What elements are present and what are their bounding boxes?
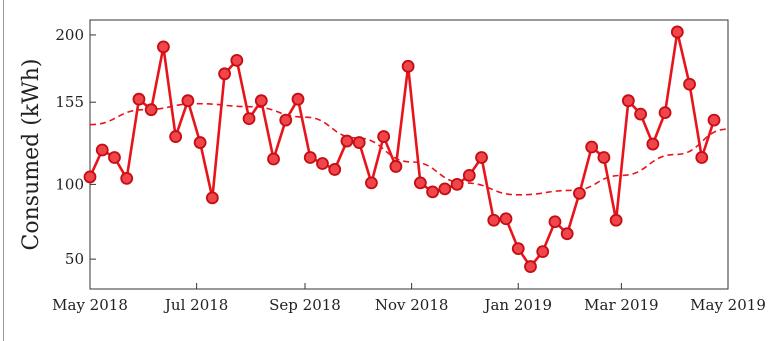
data-point — [83, 170, 97, 184]
x-tick-label: Nov 2018 — [375, 296, 449, 314]
data-point — [193, 136, 207, 149]
data-point — [242, 112, 256, 126]
data-point — [450, 177, 464, 191]
data-point — [548, 215, 562, 229]
trend-line — [89, 102, 729, 196]
data-point — [683, 77, 696, 91]
data-point — [328, 163, 342, 176]
x-tick-label: Sep 2018 — [269, 296, 341, 314]
data-point — [475, 151, 488, 164]
x-tick-label: Jul 2018 — [163, 296, 228, 314]
data-point — [389, 160, 403, 173]
data-point — [438, 182, 452, 196]
data-point — [609, 213, 623, 227]
data-point — [365, 176, 378, 190]
data-point — [144, 103, 158, 117]
data-point — [120, 172, 134, 185]
data-point — [218, 67, 231, 81]
data-point — [413, 176, 427, 190]
y-tick-label: 155 — [55, 93, 84, 111]
data-point — [169, 130, 183, 143]
data-point — [707, 113, 721, 127]
data-point — [597, 151, 611, 164]
x-tick-label: May 2018 — [52, 296, 128, 314]
y-axis-label: Consumed (kWh) — [19, 59, 44, 251]
data-point — [230, 53, 244, 67]
x-tick-label: Mar 2019 — [584, 296, 658, 314]
data-point — [695, 151, 709, 164]
y-tick-label: 200 — [55, 26, 84, 44]
data-point — [108, 151, 121, 164]
data-point — [560, 227, 574, 241]
data-point — [181, 94, 195, 108]
data-point — [634, 107, 648, 121]
data-point — [377, 130, 391, 143]
data-point — [462, 169, 476, 182]
data-point — [279, 113, 293, 127]
data-point — [254, 94, 268, 108]
data-point — [316, 157, 329, 170]
data-point — [426, 185, 439, 199]
data-point — [132, 92, 146, 106]
data-point — [95, 143, 109, 157]
page-left-divider — [3, 0, 4, 341]
data-point — [352, 136, 366, 149]
data-point — [536, 245, 550, 259]
y-tick-label: 50 — [65, 250, 84, 268]
data-point — [646, 137, 660, 151]
data-point — [658, 106, 672, 120]
consumption-line — [88, 30, 716, 268]
data-point — [670, 25, 684, 39]
data-point — [487, 213, 501, 227]
x-tick-label: May 2019 — [690, 296, 766, 314]
plot-area-frame — [89, 19, 729, 290]
data-point — [524, 260, 537, 273]
y-tick-label: 100 — [55, 175, 84, 193]
data-point — [585, 140, 599, 154]
x-tick-label: Jan 2019 — [482, 296, 552, 314]
data-point — [303, 151, 317, 164]
data-point — [621, 94, 635, 108]
data-point — [511, 242, 525, 256]
data-point — [499, 212, 513, 226]
data-point — [291, 92, 305, 106]
data-point — [340, 134, 354, 148]
data-point — [401, 59, 415, 73]
data-point — [205, 191, 219, 205]
data-point — [573, 186, 586, 200]
data-point — [267, 152, 280, 166]
data-point — [157, 40, 170, 54]
